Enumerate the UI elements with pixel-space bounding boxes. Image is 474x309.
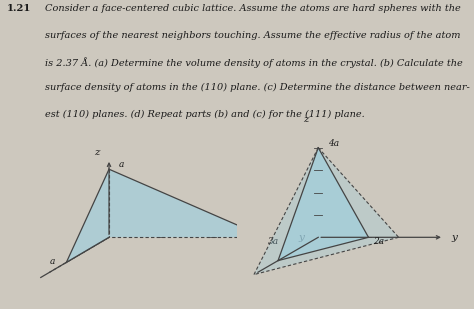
Text: surface density of atoms in the (110) plane. (c) Determine the distance between : surface density of atoms in the (110) pl… [45,83,470,92]
Text: 1.21: 1.21 [7,4,31,13]
Polygon shape [278,148,368,260]
Text: 4a: 4a [328,139,339,148]
Text: y: y [451,233,457,242]
Text: z: z [94,148,100,157]
Text: a: a [118,160,124,169]
Text: surfaces of the nearest neighbors touching. Assume the effective radius of the a: surfaces of the nearest neighbors touchi… [45,31,461,40]
Text: y: y [299,233,304,242]
Text: a: a [50,257,55,266]
Text: Consider a face-centered cubic lattice. Assume the atoms are hard spheres with t: Consider a face-centered cubic lattice. … [45,4,461,13]
Text: 2a: 2a [374,238,384,247]
Polygon shape [66,169,265,262]
Text: z: z [303,115,309,124]
Polygon shape [254,148,399,275]
Text: is 2.37 Å. (a) Determine the volume density of atoms in the crystal. (b) Calcula: is 2.37 Å. (a) Determine the volume dens… [45,57,463,68]
Text: 3a: 3a [268,238,279,247]
Text: est (110) planes. (d) Repeat parts (b) and (c) for the (111) plane.: est (110) planes. (d) Repeat parts (b) a… [45,109,365,119]
